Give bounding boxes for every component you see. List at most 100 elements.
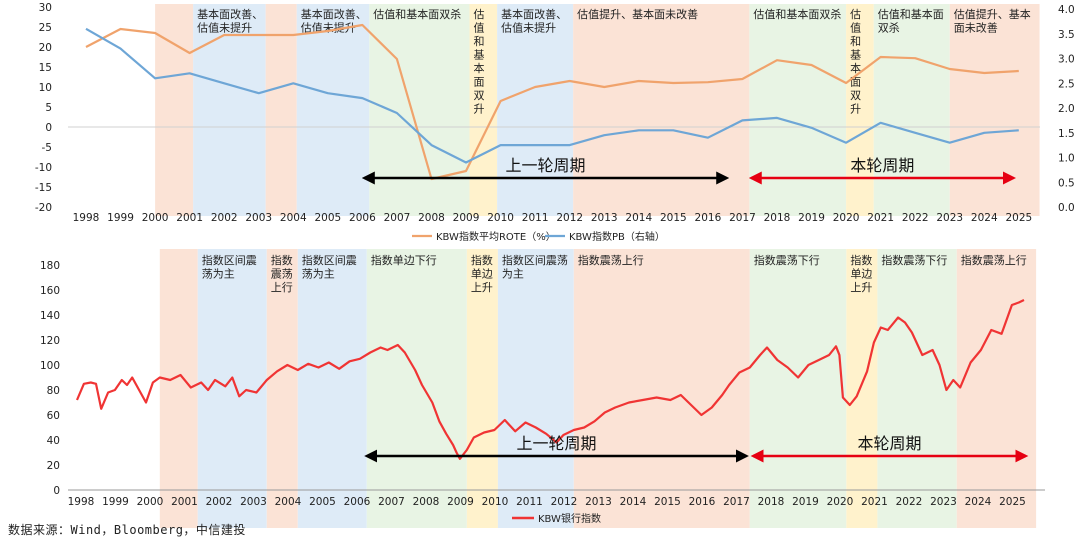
chart1-band-8 — [749, 4, 847, 216]
chart1-band-6 — [497, 4, 574, 216]
chart1-xtick-7: 2005 — [314, 212, 341, 224]
chart2-xtick-22: 2020 — [827, 496, 854, 508]
chart2-xtick-25: 2023 — [930, 496, 957, 508]
chart1-band-label-11: 估值提升、基本面未改善 — [954, 7, 1031, 35]
chart1-ytick-left-2: 20 — [39, 42, 52, 54]
chart2-ytick-0: 180 — [40, 260, 60, 272]
chart2-band-label-10: 指数震荡下行 — [881, 253, 947, 267]
chart1-band-label-7: 估值提升、基本面未改善 — [577, 7, 698, 21]
chart2-ytick-1: 160 — [40, 285, 60, 297]
chart2-band-label-5: 指数单边上升 — [471, 253, 493, 294]
chart2-xtick-18: 2016 — [689, 496, 716, 508]
chart1-ytick-right-7: 0.5 — [1058, 177, 1075, 189]
chart2-band-10 — [877, 249, 957, 528]
chart1-band-label-4: 估值和基本面双杀 — [373, 7, 461, 21]
chart1-band-0 — [155, 4, 194, 216]
chart1-ytick-right-6: 1.0 — [1058, 153, 1075, 165]
chart1-xtick-15: 2013 — [591, 212, 618, 224]
chart2-xtick-17: 2015 — [654, 496, 681, 508]
chart1-xtick-1: 1999 — [107, 212, 134, 224]
chart1-band-label-5: 估值和基本面双升 — [474, 8, 485, 116]
chart1-axes: 302520151050-5-10-15-204.03.53.02.52.01.… — [35, 2, 1075, 224]
chart2-band-3 — [297, 249, 367, 528]
chart2-xtick-7: 2005 — [309, 496, 336, 508]
chart2-xtick-16: 2014 — [620, 496, 647, 508]
chart2-band-0 — [159, 249, 198, 528]
chart2-xtick-4: 2002 — [206, 496, 233, 508]
chart1-xtick-3: 2001 — [176, 212, 203, 224]
chart2-band-label-2: 指数震荡上行 — [271, 253, 293, 294]
chart1-xtick-21: 2019 — [798, 212, 825, 224]
chart2-xtick-3: 2001 — [171, 496, 198, 508]
chart1-xtick-10: 2008 — [418, 212, 445, 224]
chart2-xtick-8: 2006 — [344, 496, 371, 508]
chart1-xtick-23: 2021 — [867, 212, 894, 224]
chart2-ytick-4: 100 — [40, 360, 60, 372]
chart2-xtick-0: 1998 — [68, 496, 95, 508]
chart1-band-7 — [573, 4, 750, 216]
chart1-cycle-arrow-1-label: 本轮周期 — [850, 156, 914, 175]
chart1-band-4 — [369, 4, 470, 216]
chart2-ytick-9: 0 — [53, 485, 60, 497]
chart2-lines — [75, 299, 1025, 460]
chart2-ytick-7: 40 — [47, 435, 60, 447]
chart1-xtick-8: 2006 — [349, 212, 376, 224]
chart2-band-7 — [573, 249, 750, 528]
chart2-legend: KBW银行指数 — [512, 512, 601, 525]
chart1-ytick-left-10: -20 — [35, 202, 52, 214]
chart2-xtick-9: 2007 — [378, 496, 405, 508]
chart2-band-label-7: 指数震荡上行 — [578, 253, 644, 267]
chart1-xtick-6: 2004 — [280, 212, 307, 224]
chart2-xtick-2: 2000 — [137, 496, 164, 508]
chart1-band-2 — [265, 4, 297, 216]
chart2-xtick-23: 2021 — [861, 496, 888, 508]
chart1-legend-label-0: KBW指数平均ROTE（%） — [436, 230, 556, 243]
chart2-band-11 — [956, 249, 1037, 528]
chart2-band-label-8: 指数震荡下行 — [754, 253, 820, 267]
chart2-band-label-6: 指数区间震荡为主 — [502, 253, 568, 281]
chart1-xtick-24: 2022 — [902, 212, 929, 224]
chart1-xtick-20: 2018 — [764, 212, 791, 224]
chart2-band-label-11: 指数震荡上行 — [961, 253, 1027, 267]
chart1-ytick-left-7: -5 — [42, 142, 52, 154]
chart1-xtick-5: 2003 — [245, 212, 272, 224]
chart1-xtick-13: 2011 — [522, 212, 549, 224]
chart1-ytick-right-8: 0.0 — [1058, 202, 1075, 214]
chart2-annotations: 上一轮周期 本轮周期 — [364, 434, 1029, 463]
chart1-xtick-11: 2009 — [453, 212, 480, 224]
chart1-band-11 — [949, 4, 1040, 216]
chart1-band-label-3: 基本面改善、估值未提升 — [301, 7, 367, 35]
chart1-xtick-16: 2014 — [625, 212, 652, 224]
chart1-ytick-right-3: 2.5 — [1058, 78, 1075, 90]
chart2-ytick-2: 140 — [40, 310, 60, 322]
chart1-ytick-left-3: 15 — [39, 62, 52, 74]
chart1-band-label-9: 估值和基本面双升 — [850, 8, 861, 116]
chart1-xtick-19: 2017 — [729, 212, 756, 224]
chart2-band-8 — [749, 249, 847, 528]
chart2-band-5 — [466, 249, 498, 528]
chart1-xtick-25: 2023 — [936, 212, 963, 224]
chart2-series-kbw-line — [75, 299, 1025, 460]
chart1-xtick-26: 2024 — [971, 212, 998, 224]
chart2-legend-label-0: KBW银行指数 — [538, 512, 601, 525]
chart2-xtick-13: 2011 — [516, 496, 543, 508]
chart1-band-label-8: 估值和基本面双杀 — [753, 7, 841, 21]
source-note: 数据来源：Wind，Bloomberg，中信建投 — [8, 523, 246, 537]
chart1-band-label-6: 基本面改善、估值未提升 — [501, 7, 567, 35]
chart1-xtick-18: 2016 — [695, 212, 722, 224]
chart2-xtick-21: 2019 — [792, 496, 819, 508]
chart2-ytick-6: 60 — [47, 410, 60, 422]
chart1-band-1 — [193, 4, 266, 216]
chart1-ytick-left-9: -15 — [35, 182, 52, 194]
chart2-xtick-1: 1999 — [102, 496, 129, 508]
chart1-band-10 — [873, 4, 950, 216]
chart2-xtick-11: 2009 — [447, 496, 474, 508]
chart2-band-label-3: 指数区间震荡为主 — [302, 253, 357, 281]
chart1-cycle-arrow-0-label: 上一轮周期 — [506, 156, 586, 175]
chart2-band-9 — [846, 249, 878, 528]
chart1-ytick-right-0: 4.0 — [1058, 4, 1075, 16]
chart2-xtick-27: 2025 — [999, 496, 1026, 508]
chart1-ytick-right-1: 3.5 — [1058, 29, 1075, 41]
chart1-band-label-10: 估值和基本面双杀 — [878, 7, 944, 35]
